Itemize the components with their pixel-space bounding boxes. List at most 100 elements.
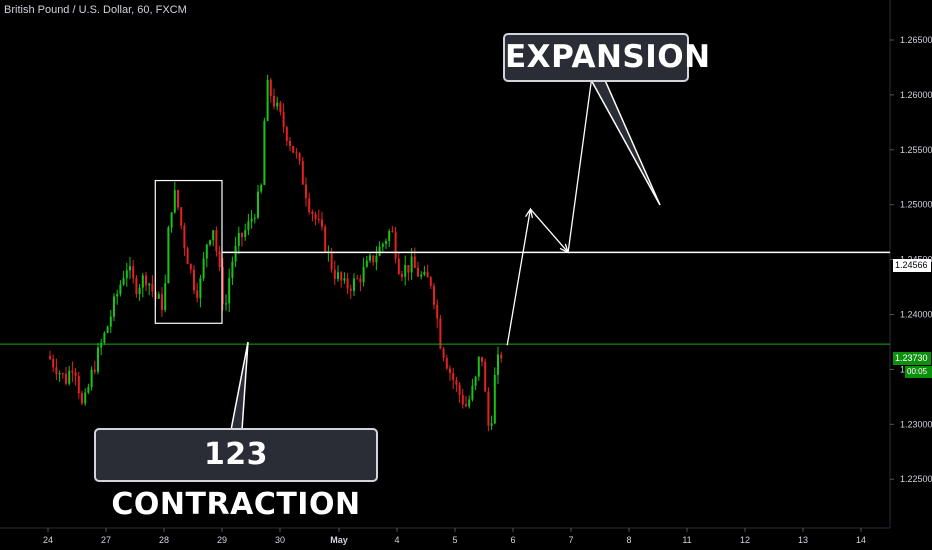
candle-body (333, 269, 336, 279)
candle-body (420, 274, 423, 277)
candle-body (167, 227, 170, 284)
candle-body (324, 226, 327, 253)
candle-body (81, 393, 83, 404)
x-tick-label: 6 (510, 535, 515, 545)
candle-body (401, 274, 403, 277)
candle-body (234, 245, 237, 262)
candle-body (199, 278, 202, 299)
candle-body (141, 275, 144, 288)
x-tick-label: 8 (626, 535, 631, 545)
x-tick-label: 11 (682, 535, 691, 545)
candle-body (381, 243, 384, 247)
candle-body (404, 265, 407, 277)
x-tick-label: 4 (394, 535, 399, 545)
candle-body (423, 271, 426, 275)
candle-body (468, 399, 471, 407)
candle-body (253, 217, 256, 219)
candle-body (410, 256, 413, 273)
contraction-box (154, 179, 223, 324)
candle-body (442, 348, 445, 358)
candle-body (186, 248, 189, 265)
candle-body (369, 255, 371, 261)
candle-body (314, 214, 317, 220)
x-tick-label: 30 (275, 535, 285, 545)
candle-body (439, 318, 442, 349)
candle-body (177, 190, 179, 208)
candle-body (497, 354, 499, 375)
candle-body (113, 296, 115, 317)
candle-body (481, 356, 483, 362)
candle-body (308, 198, 311, 212)
candle-body (359, 278, 362, 283)
candle-body (202, 258, 205, 279)
candle-body (474, 376, 477, 386)
candle-body (500, 354, 503, 359)
projection-segment (567, 59, 595, 253)
candle-body (157, 294, 160, 299)
candle-body (129, 266, 131, 271)
candle-body (289, 141, 291, 147)
x-tick-label: 24 (43, 535, 53, 545)
level-price-tag: 1.24566 (893, 259, 931, 272)
candle-body (77, 375, 80, 394)
expansion-pointer (588, 77, 661, 206)
candle-body (295, 152, 298, 154)
candle-body (465, 404, 467, 407)
candle-body (282, 112, 285, 128)
candle-body (218, 251, 221, 268)
candle-body (429, 277, 432, 286)
candle-body (449, 368, 451, 373)
candle-body (247, 221, 250, 231)
candle-body (100, 342, 103, 348)
candle-body (378, 246, 381, 256)
candle-body (170, 212, 173, 228)
candle-body (279, 102, 282, 113)
candle-body (68, 370, 71, 384)
candle-body (109, 316, 112, 327)
candle-body (311, 211, 314, 215)
candle-body (212, 230, 215, 241)
candle-body (433, 285, 435, 305)
y-tick-label: 1.25000 (900, 200, 932, 210)
candle-body (362, 266, 365, 283)
candle-body (436, 304, 439, 319)
candle-body (337, 272, 339, 279)
candle-body (260, 184, 263, 192)
candle-body (257, 191, 259, 218)
candle-body (266, 79, 269, 121)
candle-body (87, 386, 90, 393)
candle-body (445, 357, 448, 369)
candle-body (490, 423, 493, 426)
x-tick-label: 7 (568, 535, 573, 545)
candle-body (225, 303, 227, 305)
candle-body (269, 79, 272, 96)
candle-body (55, 367, 58, 375)
candle-body (346, 278, 349, 289)
candle-body (484, 361, 487, 392)
candle-body (365, 260, 368, 267)
candle-body (93, 369, 96, 372)
candle-body (388, 231, 391, 242)
x-tick-label: 29 (217, 535, 227, 545)
candle-body (138, 287, 141, 295)
contraction-pointer (230, 341, 249, 431)
candle-body (343, 278, 346, 281)
candle-body (183, 225, 186, 249)
candle-body (205, 244, 208, 259)
candle-body (426, 271, 429, 278)
candle-body (106, 326, 109, 333)
candle-body (244, 230, 247, 237)
candle-body (196, 290, 199, 299)
candle-body (49, 356, 51, 359)
candle-body (394, 231, 397, 259)
candle-body (145, 275, 147, 286)
candle-body (228, 278, 231, 304)
candle-body (317, 219, 320, 221)
candle-body (407, 265, 410, 273)
candle-body (413, 256, 416, 268)
candle-body (71, 370, 74, 373)
candle-body (493, 374, 496, 424)
candle-body (340, 272, 343, 281)
candle-body (375, 255, 378, 263)
